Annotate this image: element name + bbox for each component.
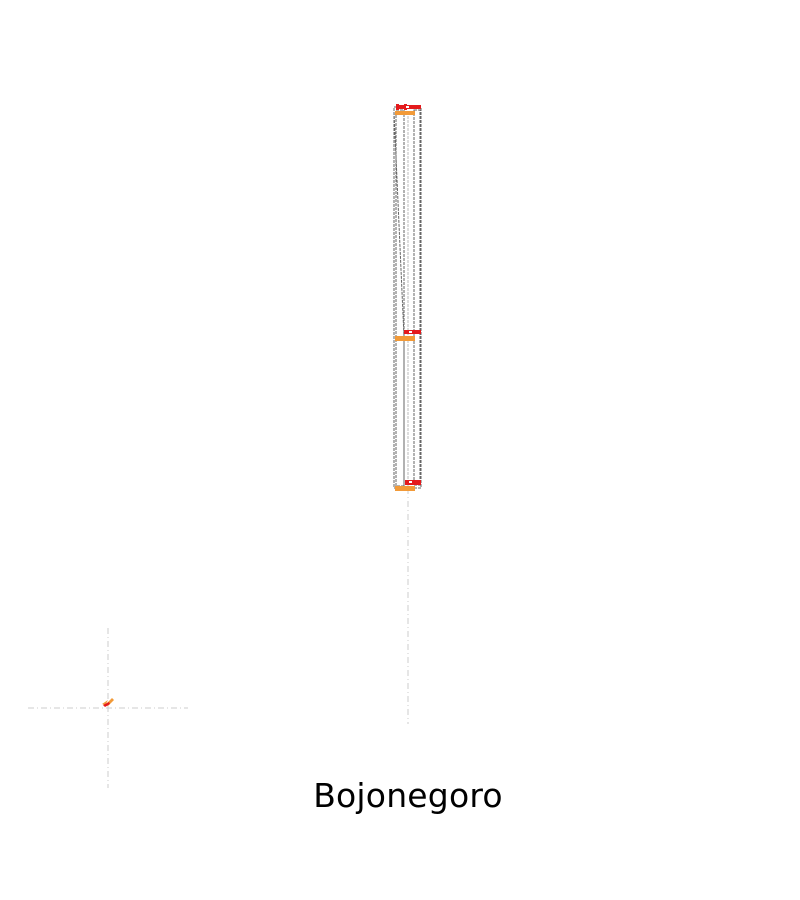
region-outline-left (395, 109, 405, 487)
feature-cluster-middle (395, 330, 421, 341)
region-name-label: Bojonegoro (313, 776, 503, 815)
top-red-highlight (406, 106, 409, 108)
middle-orange-segment (395, 336, 415, 341)
bottom-red-highlight (409, 481, 412, 483)
middle-red-highlight (409, 331, 412, 333)
top-orange-segment (395, 111, 415, 115)
feature-cluster-top (395, 104, 421, 115)
bottom-red-segment (405, 480, 421, 485)
region-diagonal-edge (393, 111, 405, 338)
top-red-segment (398, 105, 421, 109)
top-red-tick-left (396, 104, 399, 110)
bottom-orange-segment (395, 486, 415, 491)
region-outline-right (413, 109, 421, 486)
middle-red-segment (404, 330, 421, 334)
region-outline-group (393, 106, 422, 489)
feature-cluster-bottom (395, 480, 421, 491)
inset-locator (28, 628, 188, 788)
inset-feature-marker-red (103, 702, 110, 707)
top-red-tick-mid (404, 104, 407, 110)
